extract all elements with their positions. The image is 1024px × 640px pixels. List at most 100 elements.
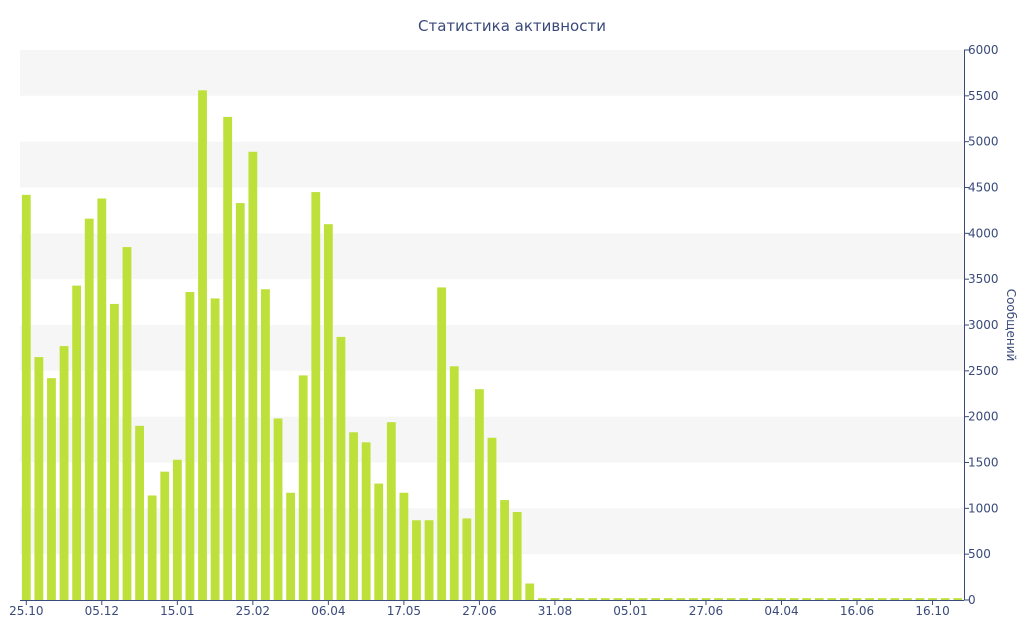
bar[interactable] — [651, 598, 661, 600]
bar[interactable] — [223, 116, 233, 601]
bar[interactable] — [349, 432, 358, 600]
bar[interactable] — [827, 598, 837, 600]
bar[interactable] — [512, 512, 522, 600]
x-tick-label: 25.10 — [9, 604, 43, 618]
bar[interactable] — [676, 598, 686, 600]
grid-bands — [20, 50, 964, 555]
bar[interactable] — [97, 198, 107, 601]
bar[interactable] — [626, 598, 635, 600]
bar[interactable] — [374, 483, 384, 600]
y-axis-label: Сообщений — [1004, 289, 1018, 362]
bar[interactable] — [688, 598, 698, 600]
bar[interactable] — [739, 598, 749, 600]
grid-band — [20, 325, 964, 371]
bar[interactable] — [399, 492, 409, 600]
bar[interactable] — [814, 598, 824, 600]
bar[interactable] — [248, 151, 258, 600]
axes-group: 0 500 1000 1500 2000 2500 3000 3500 4000 4500 5000… — [9, 43, 998, 618]
bar[interactable] — [298, 375, 308, 600]
bar[interactable] — [172, 459, 182, 600]
bars-group — [21, 90, 963, 601]
bar[interactable] — [475, 389, 484, 600]
y-tick-label: 500 — [968, 547, 991, 561]
bar[interactable] — [198, 90, 207, 600]
bar[interactable] — [600, 598, 610, 600]
bar[interactable] — [210, 298, 220, 600]
y-tick-label: 2000 — [968, 410, 999, 424]
bar[interactable] — [84, 218, 94, 601]
bar[interactable] — [525, 583, 535, 601]
grid-band — [20, 233, 964, 280]
bar[interactable] — [160, 471, 170, 600]
bar[interactable] — [462, 518, 472, 600]
chart-title: Статистика активности — [418, 17, 606, 35]
bar[interactable] — [336, 336, 346, 600]
x-tick-label: 05.01 — [613, 604, 647, 618]
y-tick-label: 1500 — [968, 456, 999, 470]
bar[interactable] — [500, 500, 509, 600]
bar[interactable] — [751, 598, 761, 600]
bar[interactable] — [953, 598, 963, 600]
bar[interactable] — [109, 303, 119, 600]
bar[interactable] — [890, 598, 900, 600]
bar[interactable] — [714, 598, 723, 600]
bar[interactable] — [147, 495, 157, 601]
y-tick-label: 4000 — [968, 226, 999, 240]
bar[interactable] — [449, 366, 459, 600]
bar[interactable] — [865, 598, 874, 600]
bar[interactable] — [789, 598, 799, 600]
x-tick-label: 15.01 — [160, 604, 194, 618]
bar[interactable] — [424, 520, 434, 600]
bar[interactable] — [726, 598, 736, 600]
bar[interactable] — [915, 598, 925, 600]
bar[interactable] — [34, 357, 44, 600]
x-tick-label: 16.10 — [915, 604, 949, 618]
bar[interactable] — [563, 598, 572, 600]
bar[interactable] — [135, 425, 144, 600]
y-tick-label: 3000 — [968, 318, 999, 332]
bar[interactable] — [928, 598, 937, 600]
bar[interactable] — [638, 598, 648, 600]
bar[interactable] — [575, 598, 585, 600]
bar[interactable] — [802, 598, 812, 600]
bar[interactable] — [877, 598, 887, 600]
bar[interactable] — [852, 598, 862, 600]
bar[interactable] — [537, 598, 547, 600]
bar[interactable] — [323, 224, 333, 601]
bar[interactable] — [437, 287, 447, 600]
bar[interactable] — [261, 289, 270, 600]
bar[interactable] — [412, 520, 421, 600]
x-tick-label: 25.02 — [236, 604, 270, 618]
bar[interactable] — [122, 247, 132, 600]
bar[interactable] — [840, 598, 849, 600]
bar[interactable] — [47, 378, 56, 600]
bar[interactable] — [311, 192, 321, 600]
bar[interactable] — [59, 346, 69, 600]
bar[interactable] — [550, 598, 560, 600]
bar[interactable] — [361, 442, 371, 600]
bar[interactable] — [777, 598, 786, 600]
bar[interactable] — [663, 598, 673, 600]
bar[interactable] — [588, 598, 598, 600]
y-tick-label: 5500 — [968, 89, 999, 103]
bar[interactable] — [185, 292, 195, 600]
bar[interactable] — [72, 285, 82, 600]
bar[interactable] — [386, 422, 396, 600]
bar[interactable] — [487, 437, 497, 600]
x-tick-label: 31.08 — [538, 604, 572, 618]
bar[interactable] — [902, 598, 912, 600]
bar[interactable] — [701, 598, 711, 600]
grid-band — [20, 141, 964, 188]
bar[interactable] — [764, 598, 774, 600]
bar[interactable] — [273, 418, 283, 601]
y-tick-label: 2500 — [968, 364, 999, 378]
x-tick-label: 16.06 — [840, 604, 874, 618]
bar[interactable] — [235, 203, 245, 600]
bar[interactable] — [940, 598, 950, 600]
y-tick-label: 0 — [968, 593, 976, 607]
bar[interactable] — [613, 598, 623, 600]
grid-band — [20, 50, 964, 96]
bar[interactable] — [21, 194, 31, 600]
bar[interactable] — [286, 492, 296, 600]
